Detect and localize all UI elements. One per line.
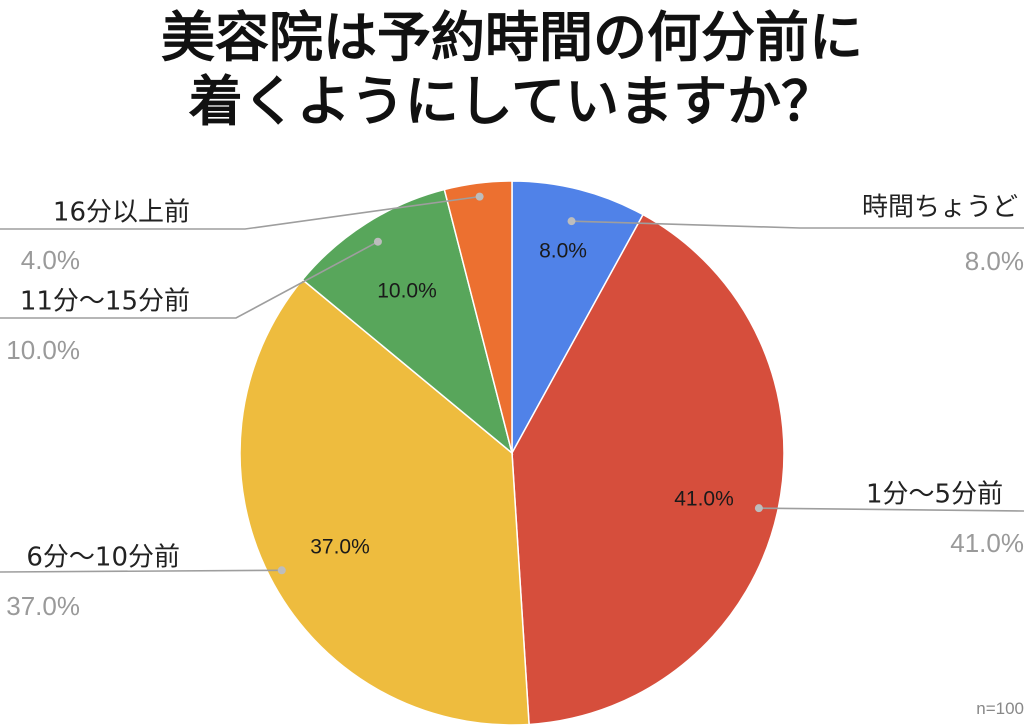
leader-line (758, 507, 1024, 512)
slice-data-label: 41.0% (674, 488, 734, 511)
slice-data-label: 10.0% (377, 280, 437, 303)
leader-dot (373, 237, 382, 246)
pie-slice (511, 180, 645, 454)
leader-line (571, 220, 1024, 229)
slice-data-label: 8.0% (539, 240, 587, 263)
slice-label: 16分以上前 (53, 198, 190, 228)
leader-line (0, 195, 480, 230)
sample-size-note: n=100 (976, 699, 1024, 718)
slice-percent-label: 37.0% (6, 591, 80, 621)
leader-dot (277, 566, 286, 575)
pie-slice (443, 180, 513, 454)
slice-label: 11分〜15分前 (20, 287, 190, 317)
pie-slice (301, 188, 514, 456)
chart-title-line-2: 着くようにしていますか？ (188, 70, 836, 133)
leader-line (0, 241, 379, 319)
leader-dot (754, 504, 763, 513)
pie-slice (239, 278, 530, 725)
pie-slice (511, 213, 785, 725)
slice-data-label: 37.0% (310, 536, 370, 559)
leader-dot (567, 217, 576, 226)
slice-percent-label: 41.0% (950, 528, 1024, 558)
slice-label: 1分〜5分前 (866, 480, 1003, 510)
slice-percent-label: 10.0% (6, 335, 80, 365)
slice-percent-label: 4.0% (21, 245, 80, 275)
slice-label: 6分〜10分前 (26, 543, 180, 573)
slice-label: 時間ちょうど (862, 193, 1018, 223)
slice-percent-label: 8.0% (965, 246, 1024, 276)
leader-line (0, 569, 282, 573)
leader-dot (475, 192, 484, 201)
chart-title-line-1: 美容院は予約時間の何分前に (161, 6, 863, 69)
